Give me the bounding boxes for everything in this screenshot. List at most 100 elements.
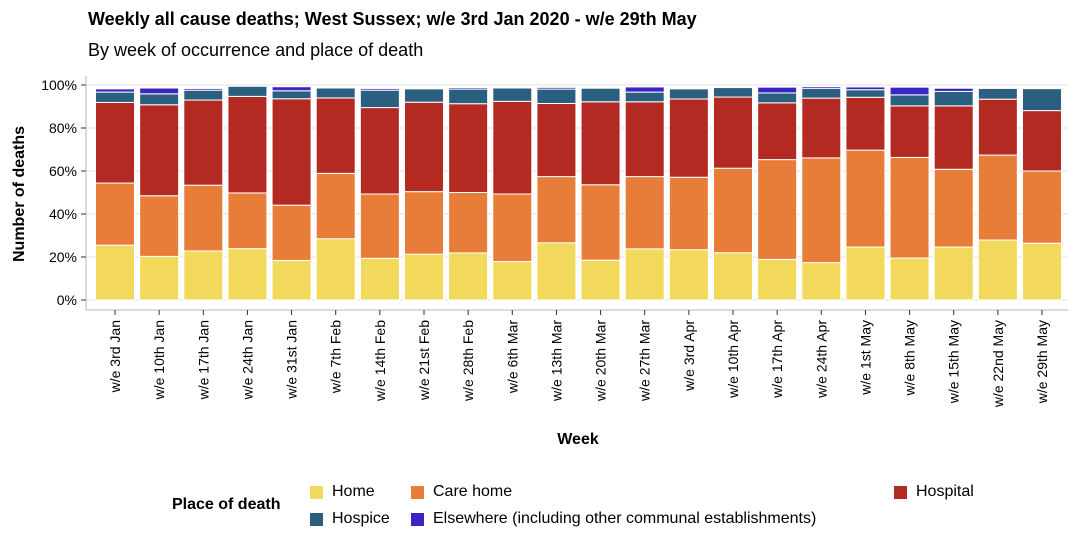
bar-segment-hospice xyxy=(668,88,709,100)
bar-segment-hospice xyxy=(580,87,621,103)
x-tick-label: w/e 10th Apr xyxy=(725,320,741,399)
bar-segment-elsewhere xyxy=(139,87,180,95)
x-tick-label: w/e 3rd Apr xyxy=(681,320,697,392)
bar-segment-elsewhere xyxy=(95,88,135,93)
bar-segment-care xyxy=(889,156,930,259)
bar-segment-hospital xyxy=(492,100,533,195)
bar-segment-hospital xyxy=(448,103,489,193)
bar-segment-home xyxy=(227,248,268,301)
bar-segment-hospice xyxy=(713,87,753,98)
x-tick-label: w/e 7th Feb xyxy=(328,320,344,394)
bar-segment-care xyxy=(624,176,665,250)
x-tick-label: w/e 28th Feb xyxy=(460,320,476,402)
legend-label-hospice: Hospice xyxy=(332,510,390,527)
bar-segment-hospital xyxy=(889,105,930,158)
x-tick-label: w/e 1st May xyxy=(857,320,873,396)
legend-label-elsewhere: Elsewhere (including other communal esta… xyxy=(433,510,817,527)
bar-segment-elsewhere xyxy=(183,87,224,91)
x-tick-labels: w/e 3rd Jan w/e 10th Jan w/e 17th Jan w/e 2… xyxy=(107,310,1050,408)
legend-swatch-hospital xyxy=(894,485,907,499)
y-tick-labels: 0% 20% 40% 60% 80% 100% xyxy=(41,77,86,308)
bar-segment-home xyxy=(845,246,886,301)
bar-segment-hospice xyxy=(536,88,577,104)
legend-item-hospital: Hospital xyxy=(894,483,974,501)
y-axis-title: Number of deaths xyxy=(11,126,28,262)
x-tick-label: w/e 31st Jan xyxy=(284,320,300,400)
bar-segment-hospice xyxy=(933,90,974,107)
bar-segment-hospital xyxy=(227,95,268,194)
legend-label-care-home: Care home xyxy=(433,483,513,500)
x-tick-label: w/e 15th May xyxy=(946,320,962,404)
bar-segment-home xyxy=(448,252,489,301)
x-tick-label: w/e 8th May xyxy=(902,320,918,396)
bar-segment-hospice xyxy=(1022,88,1062,112)
bar-segment-hospice xyxy=(757,92,798,104)
y-tick-label: 20% xyxy=(49,249,77,265)
bar-segment-hospital xyxy=(624,101,665,178)
bar-segment-care xyxy=(492,193,533,263)
bar-segment-elsewhere xyxy=(889,86,930,96)
x-tick-label: w/e 13th Mar xyxy=(548,320,564,402)
bar-segment-hospice xyxy=(801,87,842,99)
bar-segment-hospital xyxy=(536,102,577,178)
bar-segment-care xyxy=(580,184,621,261)
bar-segment-hospice xyxy=(271,90,312,100)
x-tick-label: w/e 29th May xyxy=(1034,320,1050,404)
bar-segment-care xyxy=(404,191,444,255)
bar-segment-home xyxy=(580,259,621,301)
bar-segment-home xyxy=(271,259,312,301)
bar-segment-elsewhere xyxy=(933,87,974,92)
legend-swatch-home xyxy=(310,485,323,499)
bar-segment-care xyxy=(1022,170,1062,244)
x-tick-label: w/e 14th Feb xyxy=(372,320,388,402)
chart-title: Weekly all cause deaths; West Sussex; w/… xyxy=(88,9,697,29)
bar-segment-elsewhere xyxy=(757,86,798,94)
axes xyxy=(85,76,1068,311)
bar-segment-hospice xyxy=(404,88,444,103)
bar-segment-care xyxy=(713,167,753,254)
bar-segment-home xyxy=(139,255,180,301)
legend-swatch-care-home xyxy=(411,485,424,499)
bar-segment-home xyxy=(1022,242,1062,301)
bar-segment-home xyxy=(536,242,577,301)
bar-segment-hospice xyxy=(977,87,1018,100)
bar-segment-hospice xyxy=(624,91,665,103)
bar-segment-home xyxy=(624,248,665,301)
x-tick-label: w/e 17th Jan xyxy=(195,320,211,400)
bar-segment-hospital xyxy=(271,98,312,206)
bar-segment-care xyxy=(757,159,798,260)
y-tick-label: 40% xyxy=(49,206,77,222)
bar-segment-hospital xyxy=(404,101,444,193)
bar-segment-home xyxy=(713,252,753,301)
bar-segment-home xyxy=(404,253,444,301)
bar-segment-care xyxy=(668,176,709,251)
y-tick-label: 80% xyxy=(49,120,77,136)
bar-segment-hospital xyxy=(359,107,400,195)
bar-segment-hospice xyxy=(315,87,356,99)
bar-segment-elsewhere xyxy=(359,87,400,91)
bar-segment-hospice xyxy=(845,89,886,98)
bar-segment-hospital xyxy=(977,98,1018,156)
bar-segment-care xyxy=(315,172,356,240)
bar-segment-home xyxy=(801,262,842,301)
legend-label-home: Home xyxy=(332,483,375,500)
bar-segment-hospice xyxy=(95,91,135,103)
x-axis-title: Week xyxy=(557,431,599,448)
bar-segment-hospital xyxy=(183,99,224,186)
bar-segment-hospice xyxy=(139,93,180,106)
bar-segment-care xyxy=(536,176,577,244)
bar-segment-hospital xyxy=(1022,110,1062,172)
bar-segment-care xyxy=(801,157,842,264)
bar-segment-care xyxy=(845,149,886,248)
bar-segment-home xyxy=(95,244,135,301)
bar-segment-elsewhere xyxy=(801,86,842,89)
chart-subtitle: By week of occurrence and place of death xyxy=(88,40,424,60)
bar-segment-home xyxy=(315,238,356,301)
x-tick-label: w/e 22nd May xyxy=(990,320,1006,408)
x-tick-label: w/e 24th Jan xyxy=(239,320,255,400)
bar-segment-care xyxy=(95,182,135,246)
legend-title: Place of death xyxy=(172,496,281,513)
bar-segment-hospice xyxy=(227,85,268,97)
bars xyxy=(95,85,1062,301)
legend-swatch-hospice xyxy=(310,512,323,526)
